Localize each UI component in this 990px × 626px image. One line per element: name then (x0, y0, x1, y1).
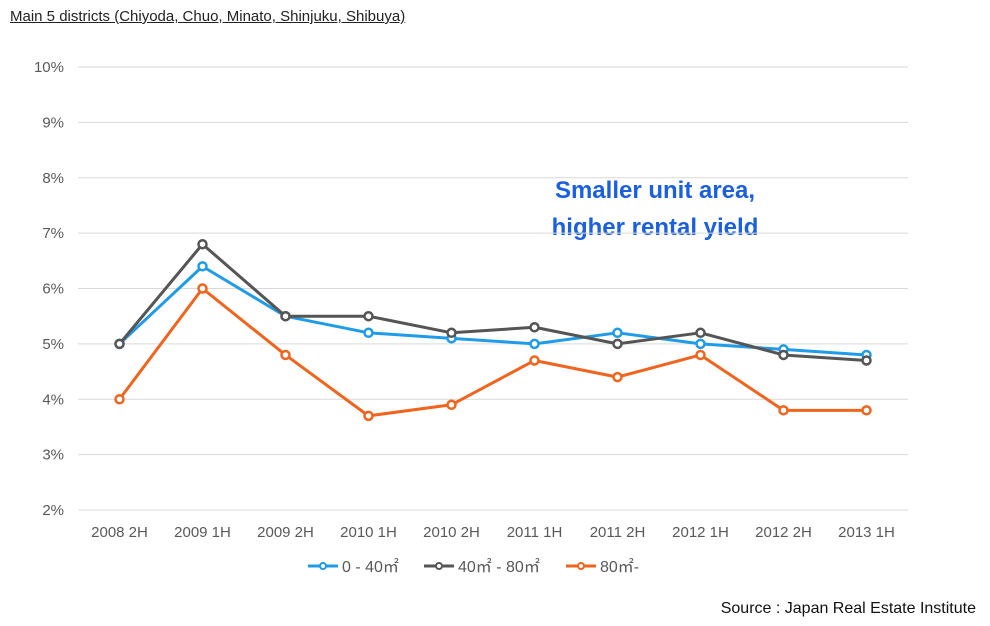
x-tick-label: 2008 2H (91, 524, 148, 541)
annotation-line-1: Smaller unit area, (554, 177, 756, 204)
legend-marker (435, 562, 443, 570)
data-point (778, 405, 789, 416)
data-point (363, 310, 374, 322)
series-line-0 (118, 264, 867, 357)
source-note: Source : Japan Real Estate Institute (720, 600, 976, 617)
x-tick-label: 2011 1H (507, 524, 563, 541)
x-tick-label: 2010 2H (423, 524, 480, 541)
data-point (695, 338, 706, 350)
data-point (280, 310, 291, 322)
legend-marker (319, 562, 327, 570)
chart-title: Main 5 districts (Chiyoda, Chuo, Minato,… (10, 8, 406, 25)
data-point (695, 349, 706, 361)
y-tick-label: 2% (42, 502, 64, 519)
x-tick-label: 2011 2H (590, 524, 646, 541)
x-tick-label: 2012 2H (755, 524, 812, 541)
data-point (778, 349, 789, 361)
y-tick-label: 6% (42, 281, 64, 298)
data-point (861, 405, 872, 416)
legend-marker (577, 562, 585, 570)
data-point (695, 327, 706, 339)
data-point (446, 327, 457, 339)
x-tick-label: 2012 1H (672, 524, 729, 541)
y-tick-label: 4% (42, 391, 64, 408)
data-point (612, 371, 623, 383)
data-point (861, 355, 872, 366)
data-point (363, 410, 374, 422)
chart-annotation: Smaller unit area, higher rental yield (520, 172, 790, 246)
data-point (612, 327, 623, 339)
series-line-1 (118, 242, 867, 362)
legend-label: 80㎡- (600, 558, 639, 576)
y-tick-label: 5% (42, 336, 64, 353)
x-tick-label: 2010 1H (340, 524, 397, 541)
series-line-2 (118, 287, 867, 418)
legend-label: 40㎡ - 80㎡ (458, 558, 540, 576)
y-tick-label: 7% (42, 225, 64, 242)
annotation-line-2: higher rental yield (551, 214, 759, 241)
y-tick-label: 9% (42, 114, 64, 131)
y-tick-label: 10% (34, 59, 64, 76)
data-point (363, 327, 374, 339)
legend-label: 0 - 40㎡ (342, 558, 399, 576)
x-tick-label: 2009 2H (257, 524, 314, 541)
data-point (280, 349, 291, 361)
data-point (446, 399, 457, 411)
data-point (114, 338, 125, 350)
data-point (197, 238, 208, 250)
data-point (529, 355, 540, 366)
y-tick-label: 3% (42, 447, 64, 464)
data-point (612, 338, 623, 350)
x-tick-label: 2013 1H (838, 524, 895, 541)
data-point (197, 283, 208, 294)
x-tick-label: 2009 1H (174, 524, 231, 541)
data-point (114, 394, 125, 405)
data-point (529, 338, 540, 350)
y-tick-label: 8% (42, 170, 64, 187)
data-point (197, 261, 208, 272)
data-point (529, 322, 540, 333)
